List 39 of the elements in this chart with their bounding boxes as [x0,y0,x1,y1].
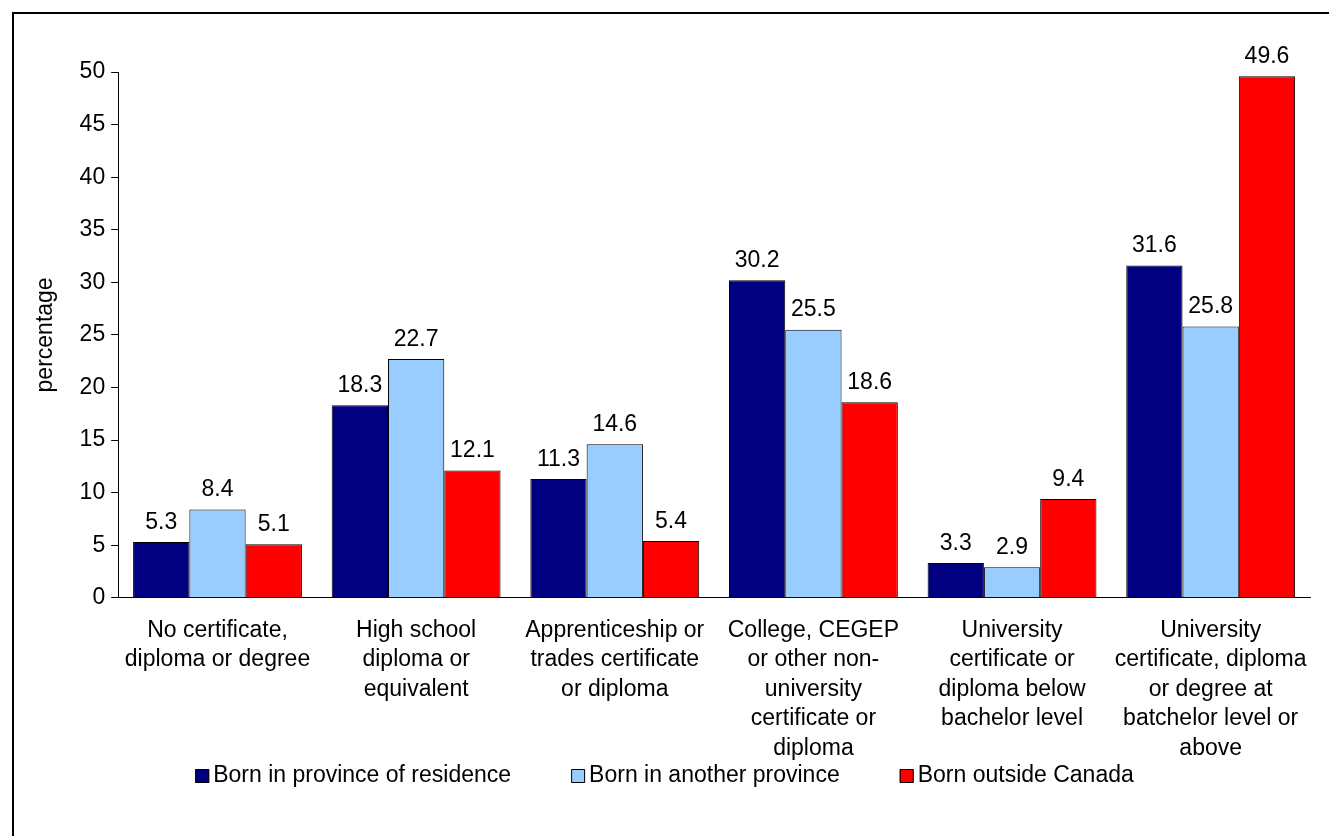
x-tick-label: High school diploma or equivalent [356,615,477,701]
y-tick-label: 15 [79,425,106,452]
data-label: 11.3 [536,444,581,471]
legend-label: Born in another province [589,761,840,788]
data-label: 5.3 [145,507,178,534]
data-label: 5.1 [257,510,290,537]
legend-label: Born outside Canada [917,761,1134,788]
data-label: 25.5 [791,295,836,322]
data-label: 2.9 [996,533,1029,560]
x-tick-label: University certificate or diploma below bachelor level [938,615,1086,731]
y-tick-label: 50 [79,57,106,84]
y-tick-label: 25 [79,320,106,347]
y-tick-label: 40 [79,162,106,189]
data-label: 30.2 [734,246,780,273]
data-label: 49.6 [1244,42,1290,69]
data-label: 22.7 [393,324,439,351]
y-tick-label: 35 [79,215,106,242]
data-label: 18.6 [847,368,893,395]
y-tick-label: 30 [79,267,106,294]
data-label: 12.1 [450,436,495,463]
x-tick-label: University certificate, diploma or degree at batchelor level or above [1114,615,1307,760]
y-tick-label: 10 [79,477,106,504]
data-label: 3.3 [939,528,972,555]
y-tick-label: 45 [79,109,106,136]
legend-label: Born in province of residence [213,761,512,788]
data-label: 9.4 [1052,464,1085,491]
x-tick-label: No certificate, diploma or degree [124,615,311,672]
data-label: 5.4 [655,506,688,533]
x-tick-label: College, CEGEP or other non-university certificate or diploma [727,615,900,760]
x-tick-label: Apprenticeship or trades certificate or diploma [525,615,705,701]
y-tick-label: 5 [92,530,106,557]
data-label: 14.6 [592,410,638,437]
y-tick-label: 20 [79,372,106,399]
data-label: 25.8 [1188,292,1234,319]
y-tick-label: 0 [92,583,106,610]
data-label: 31.6 [1132,231,1177,258]
data-label: 18.3 [337,371,383,398]
data-label: 8.4 [201,475,234,502]
y-axis-title: percentage [31,277,58,393]
